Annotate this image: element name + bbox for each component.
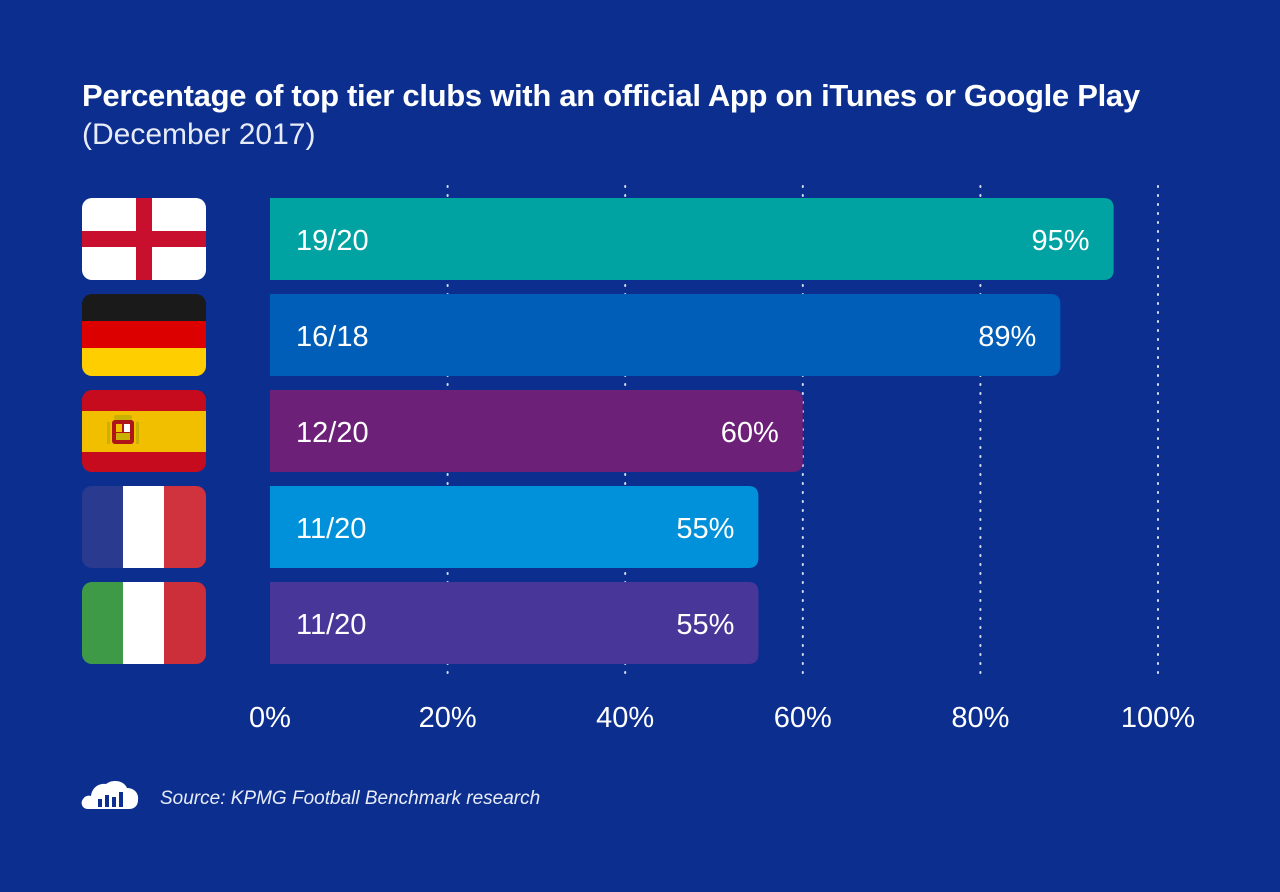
chart-title: Percentage of top tier clubs with an off… (82, 78, 1140, 113)
cloud-bar-chart-icon (81, 780, 139, 809)
bar-count-label: 19/20 (296, 225, 369, 257)
italy-flag-icon (82, 582, 206, 664)
germany-flag-icon (82, 294, 206, 376)
flags (82, 198, 206, 664)
bars: 19/20 95% 16/18 89% 12/20 60% 11/20 55% 11/20 55% (270, 198, 1114, 664)
bar-germany (270, 294, 1061, 376)
bar-count-label: 11/20 (296, 513, 366, 545)
bar-france (270, 486, 759, 568)
x-tick-label: 40% (596, 702, 654, 734)
bar-count-label: 16/18 (296, 321, 369, 353)
bar-italy (270, 582, 759, 664)
x-tick-label: 60% (774, 702, 832, 734)
spain-flag-icon (82, 390, 206, 472)
x-tick-label: 80% (951, 702, 1009, 734)
bar-value-label: 95% (1032, 225, 1090, 257)
x-axis-ticks: 0% 20% 40% 60% 80% 100% (249, 702, 1195, 734)
france-flag-icon (82, 486, 206, 568)
bar-count-label: 11/20 (296, 609, 366, 641)
source-note: Source: KPMG Football Benchmark research (160, 788, 541, 809)
bar-value-label: 60% (721, 417, 779, 449)
bar-value-label: 55% (676, 609, 734, 641)
bar-value-label: 89% (978, 321, 1036, 353)
england-flag-icon (82, 198, 206, 280)
chart-subtitle: (December 2017) (82, 118, 316, 151)
x-tick-label: 100% (1121, 702, 1195, 734)
x-tick-label: 0% (249, 702, 291, 734)
bar-england (270, 198, 1114, 280)
bar-value-label: 55% (676, 513, 734, 545)
bar-chart: 19/20 95% 16/18 89% 12/20 60% 11/20 55% 11/20 55% (82, 185, 1195, 734)
bar-count-label: 12/20 (296, 417, 369, 449)
bar-spain (270, 390, 803, 472)
x-tick-label: 20% (419, 702, 477, 734)
